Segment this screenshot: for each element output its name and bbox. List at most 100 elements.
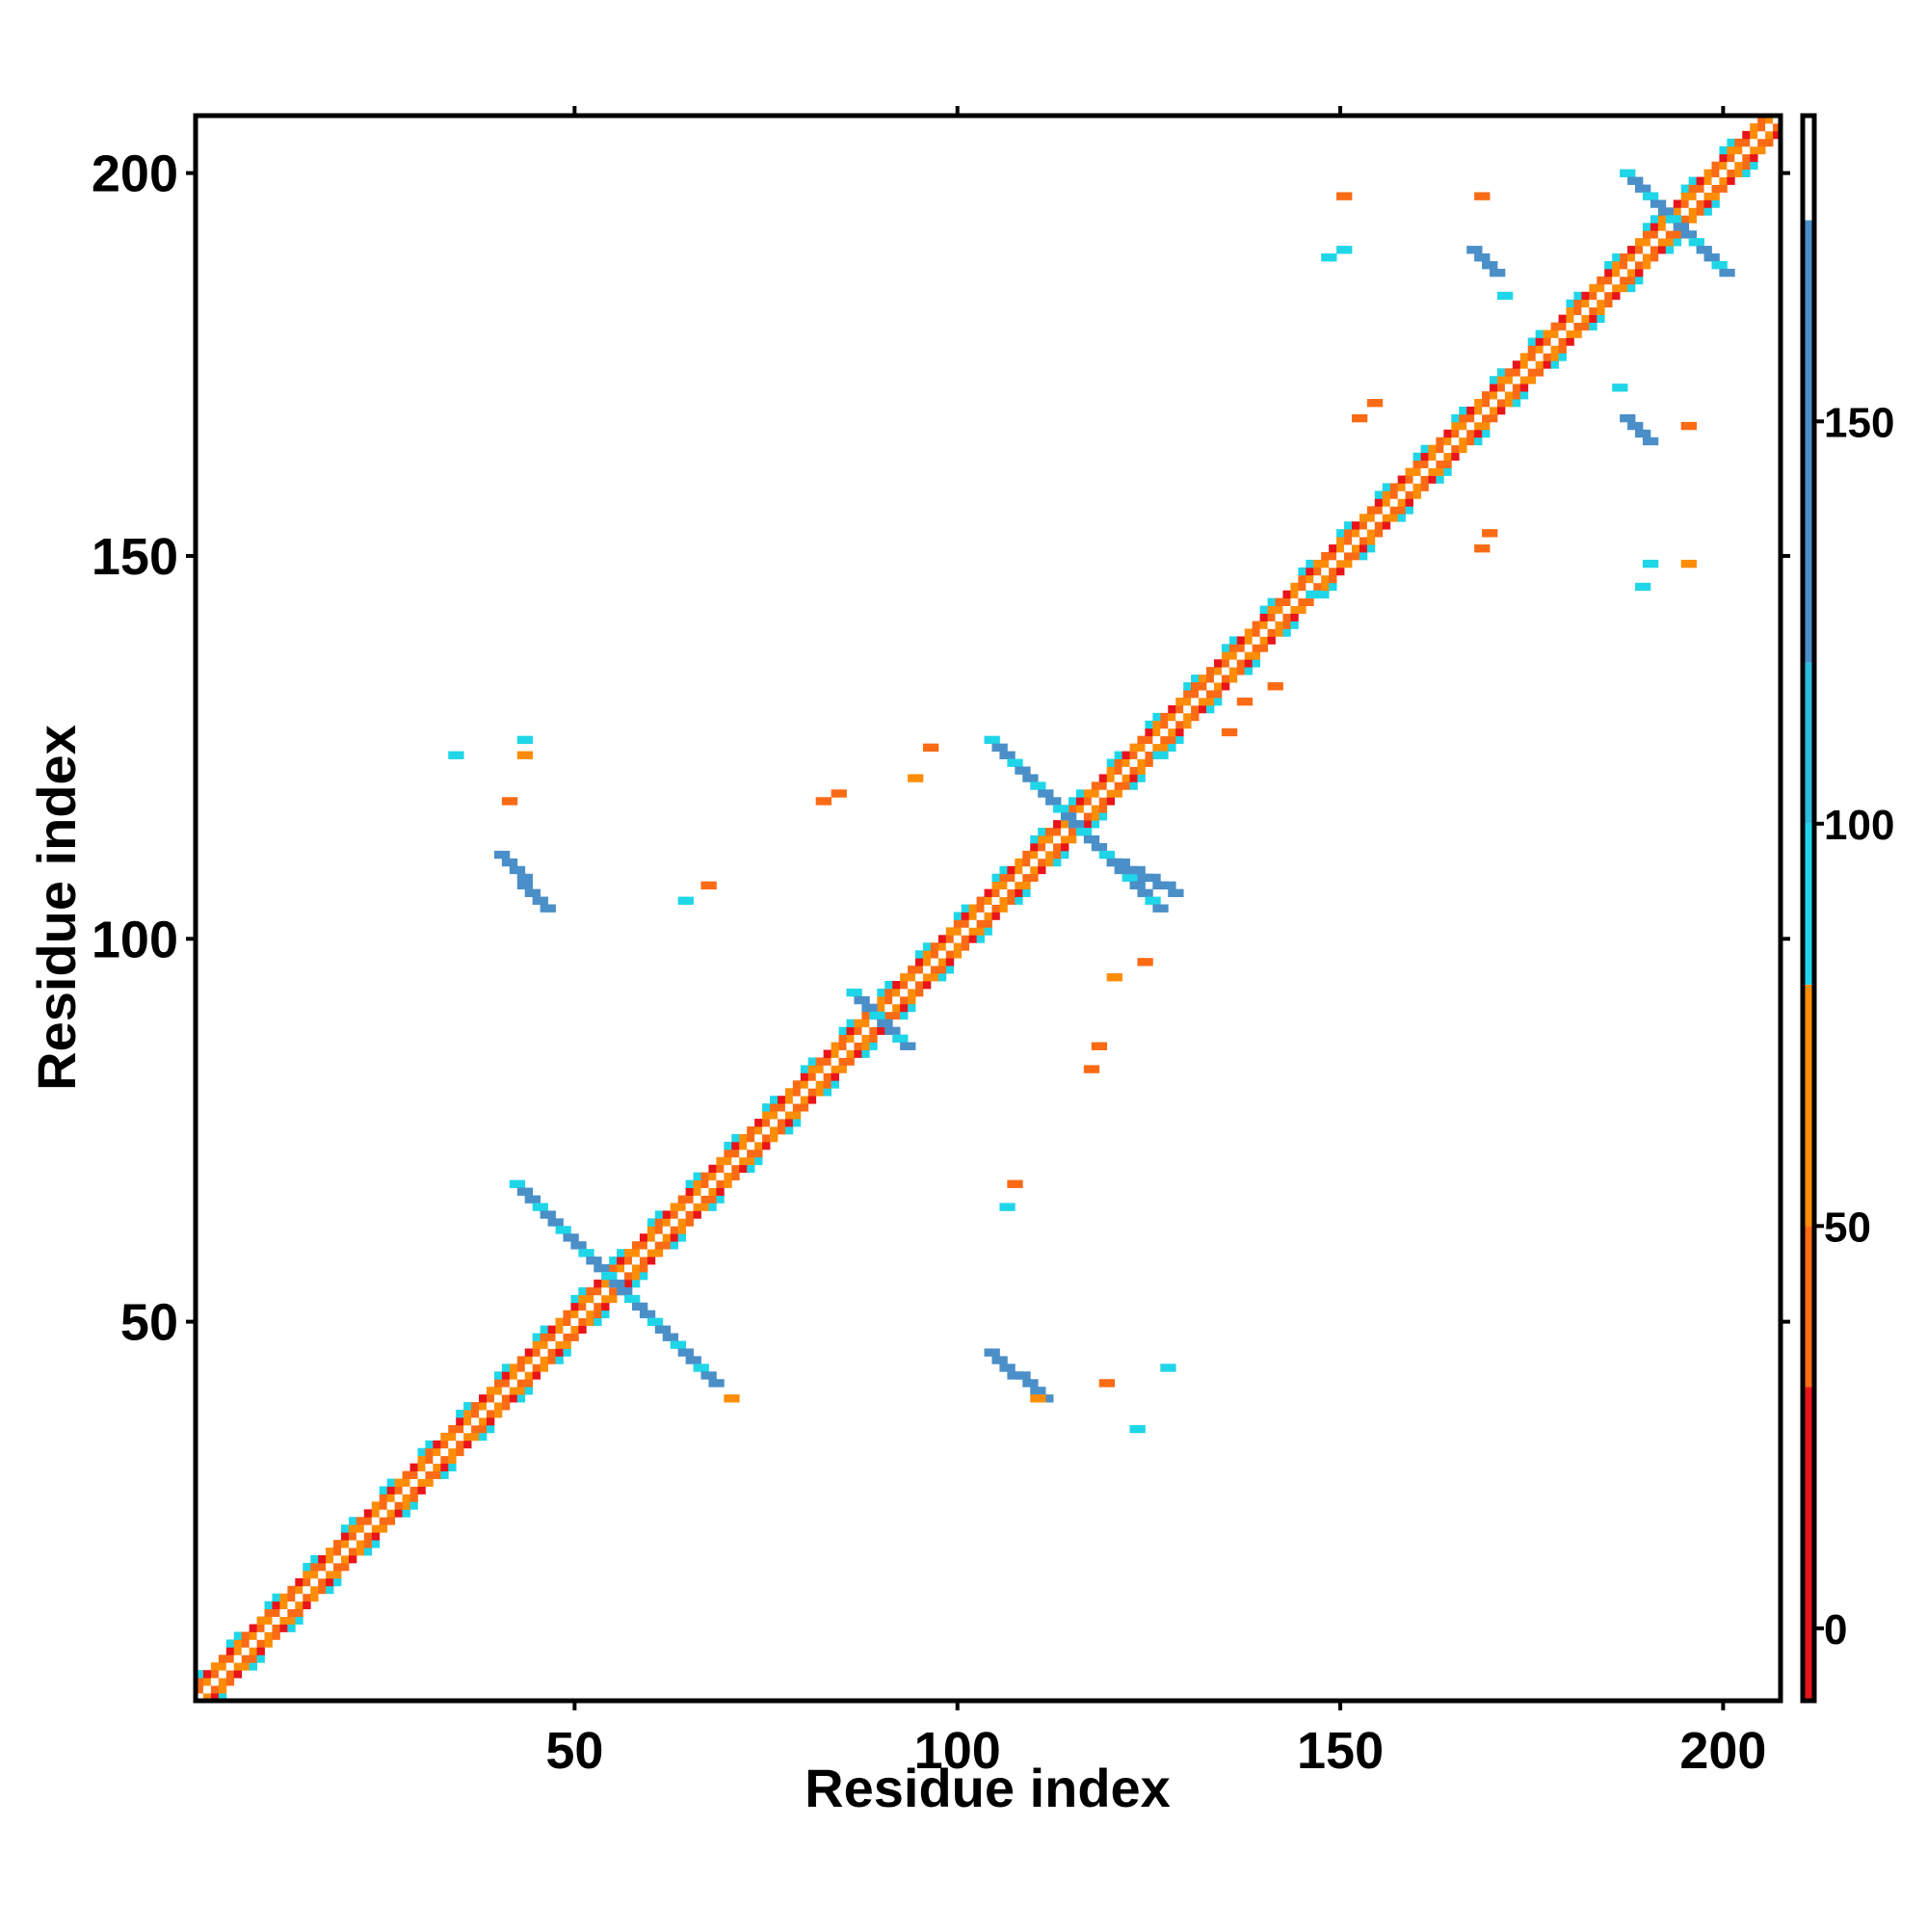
diagonal-cell <box>1160 720 1169 729</box>
diagonal-cell <box>1412 467 1421 476</box>
diagonal-cell <box>1597 276 1605 285</box>
diagonal-cell <box>1558 353 1567 361</box>
diagonal-cell <box>578 1294 587 1304</box>
diagonal-cell <box>945 942 955 951</box>
diagonal-cell <box>1221 659 1230 668</box>
diagonal-cell <box>617 1264 625 1273</box>
diagonal-cell <box>908 1003 916 1013</box>
diagonal-cell <box>1221 667 1230 675</box>
diagonal-cell <box>1282 590 1291 599</box>
diagonal-cell <box>1436 444 1444 454</box>
diagonal-cell <box>1175 720 1184 729</box>
helix-cross-cell <box>1068 812 1077 821</box>
diagonal-cell <box>1635 276 1644 285</box>
diagonal-cell <box>440 1455 449 1465</box>
diagonal-cell <box>1366 514 1376 522</box>
diagonal-cell <box>1275 597 1283 606</box>
diagonal-cell <box>318 1585 327 1595</box>
diagonal-cell <box>1657 215 1667 224</box>
contact-cell <box>1496 291 1506 301</box>
diagonal-cell <box>677 1203 686 1211</box>
contact-block-cell <box>547 904 556 913</box>
diagonal-cell <box>210 1678 220 1686</box>
contact-cell <box>1160 751 1169 759</box>
diagonal-cell <box>310 1570 319 1579</box>
diagonal-cell <box>1382 490 1391 499</box>
diagonal-cell <box>1573 291 1582 301</box>
diagonal-cell <box>233 1662 243 1671</box>
helix-cross-cell <box>991 743 1000 752</box>
diagonal-cell <box>1199 697 1207 706</box>
diagonal-cell <box>1351 537 1360 545</box>
diagonal-cell <box>762 1119 771 1127</box>
diagonal-cell <box>1612 253 1621 262</box>
diagonal-cell <box>976 927 985 936</box>
diagonal-cell <box>295 1585 304 1595</box>
contact-block-cell <box>1466 246 1475 254</box>
diagonal-cell <box>639 1264 648 1273</box>
diagonal-cell <box>249 1624 257 1632</box>
helix-cross-cell <box>1152 904 1161 913</box>
diagonal-cell <box>1106 789 1116 798</box>
diagonal-cell <box>256 1624 265 1632</box>
diagonal-cell <box>425 1447 434 1457</box>
diagonal-cell <box>1719 161 1728 171</box>
diagonal-cell <box>1053 820 1062 829</box>
diagonal-cell <box>1581 291 1590 301</box>
diagonal-cell <box>318 1570 327 1579</box>
diagonal-cell <box>968 912 977 920</box>
diagonal-cell <box>1436 460 1444 468</box>
diagonal-cell <box>303 1593 311 1602</box>
diagonal-cell <box>662 1241 672 1250</box>
diagonal-cell <box>1129 751 1138 759</box>
contact-cell <box>1091 1042 1100 1050</box>
diagonal-cell <box>1589 314 1597 323</box>
diagonal-cell <box>295 1601 304 1610</box>
diagonal-cell <box>693 1195 701 1204</box>
diagonal-cell <box>256 1647 265 1655</box>
helix-cross-cell <box>1098 850 1108 860</box>
colorbar-frame <box>1800 113 1817 1704</box>
diagonal-cell <box>563 1348 571 1357</box>
diagonal-cell <box>1436 437 1444 446</box>
diagonal-cell <box>908 988 916 997</box>
contact-block-cell <box>1474 246 1483 254</box>
diagonal-cell <box>846 1026 855 1036</box>
diagonal-cell <box>356 1532 365 1541</box>
diagonal-cell <box>379 1486 388 1495</box>
diagonal-cell <box>1650 238 1659 247</box>
colorbar-band <box>1803 823 1814 985</box>
diagonal-cell <box>1244 636 1254 645</box>
diagonal-cell <box>1329 567 1337 576</box>
diagonal-cell <box>348 1540 357 1548</box>
diagonal-cell <box>915 988 924 997</box>
diagonal-cell <box>1275 628 1283 637</box>
diagonal-cell <box>1742 146 1751 155</box>
contact-cell <box>1474 544 1483 553</box>
contact-cell <box>1114 973 1122 982</box>
diagonal-cell <box>647 1241 656 1250</box>
diagonal-cell <box>1382 498 1391 507</box>
diagonal-cell <box>1106 781 1116 790</box>
diagonal-cell <box>402 1478 410 1487</box>
diagonal-cell <box>1313 559 1322 569</box>
diagonal-cell <box>1496 399 1506 408</box>
diagonal-cell <box>800 1103 809 1112</box>
y-tick-label: 200 <box>92 146 178 203</box>
diagonal-cell <box>1160 735 1169 745</box>
diagonal-cell <box>326 1577 334 1587</box>
diagonal-cell <box>976 935 985 943</box>
diagonal-cell <box>1420 452 1429 462</box>
diagonal-cell <box>1581 314 1590 323</box>
diagonal-cell <box>1038 865 1046 875</box>
diagonal-cell <box>1711 199 1720 208</box>
diagonal-cell <box>479 1424 488 1434</box>
diagonal-cell <box>1045 835 1054 844</box>
diagonal-cell <box>915 973 924 982</box>
helix-cross-cell <box>1053 797 1062 806</box>
diagonal-cell <box>838 1042 847 1050</box>
diagonal-cell <box>272 1593 280 1602</box>
diagonal-cell <box>1213 682 1223 691</box>
diagonal-cell <box>1635 253 1644 262</box>
diagonal-cell <box>1581 299 1590 308</box>
